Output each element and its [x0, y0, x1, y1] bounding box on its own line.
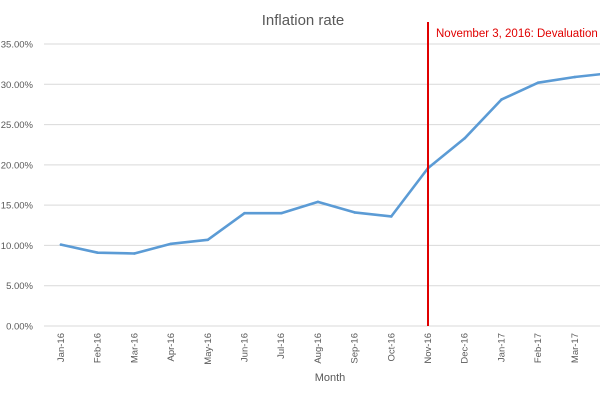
- y-tick-label: 15.00%: [1, 201, 34, 212]
- data-point: [59, 243, 63, 246]
- y-tick-label: 30.00%: [1, 80, 34, 91]
- annotation-layer: November 3, 2016: Devaluation: [427, 22, 598, 326]
- data-point: [169, 242, 173, 246]
- x-tick-label: Mar-16: [129, 333, 140, 363]
- y-axis-tick-labels: 0.00% 5.00% 10.00% 15.00% 20.00% 25.00% 30.00%…: [1, 40, 34, 333]
- series-line: [59, 72, 600, 255]
- data-point: [316, 200, 320, 204]
- data-point: [390, 215, 393, 218]
- x-tick-label: Jun-16: [240, 333, 251, 362]
- chart-title: Inflation rate: [262, 12, 345, 29]
- gridlines: [44, 43, 600, 327]
- x-tick-label: Sep-16: [350, 333, 361, 364]
- y-tick-label: 20.00%: [1, 160, 34, 171]
- data-point: [353, 211, 356, 214]
- data-point: [573, 75, 577, 79]
- x-tick-label: Jul-16: [276, 333, 287, 359]
- x-tick-label: Feb-16: [93, 333, 104, 363]
- y-tick-label: 10.00%: [1, 241, 34, 252]
- x-tick-label: Jan-17: [496, 333, 507, 362]
- x-axis-tick-labels: Jan-16 Feb-16 Mar-16 Apr-16 May-16 Jun-16 Jul-…: [56, 333, 581, 365]
- y-tick-label: 5.00%: [6, 281, 33, 292]
- series-layer: [59, 72, 600, 255]
- data-point: [243, 211, 246, 215]
- x-tick-label: Feb-17: [533, 333, 544, 363]
- y-tick-label: 25.00%: [1, 120, 34, 131]
- data-point: [206, 238, 210, 242]
- x-tick-label: May-16: [203, 333, 214, 365]
- x-tick-label: Mar-17: [570, 333, 581, 363]
- devaluation-annotation-label: November 3, 2016: Devaluation: [436, 28, 598, 40]
- x-axis-title: Month: [315, 372, 346, 384]
- data-point: [500, 98, 503, 101]
- y-tick-label: 35.00%: [1, 40, 34, 51]
- x-tick-label: Oct-16: [386, 333, 397, 362]
- x-tick-label: Nov-16: [423, 333, 434, 364]
- x-tick-label: Apr-16: [166, 333, 177, 362]
- y-tick-label: 0.00%: [6, 322, 33, 333]
- data-point: [279, 211, 283, 215]
- x-tick-label: Jan-16: [56, 333, 67, 362]
- x-tick-label: Dec-16: [460, 333, 471, 364]
- data-point: [133, 252, 136, 255]
- data-point: [463, 136, 467, 140]
- data-point: [96, 251, 99, 254]
- x-tick-label: Aug-16: [313, 333, 324, 364]
- data-point: [536, 81, 540, 84]
